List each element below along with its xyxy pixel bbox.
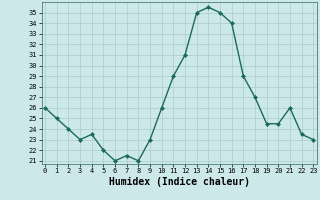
X-axis label: Humidex (Indice chaleur): Humidex (Indice chaleur) <box>109 177 250 187</box>
